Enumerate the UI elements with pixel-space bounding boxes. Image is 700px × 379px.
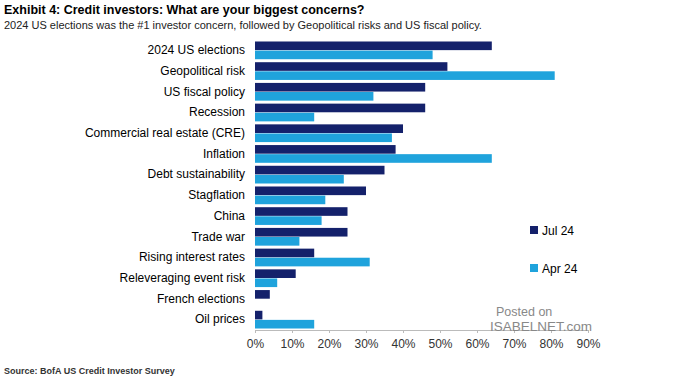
y-tick: Rising interest rates: [139, 250, 245, 264]
y-tick: 2024 US elections: [148, 43, 245, 57]
bar: [255, 216, 322, 225]
x-tick-mark: [255, 330, 256, 333]
y-tick-label: Inflation: [203, 147, 245, 161]
bar: [255, 51, 433, 60]
bar: [255, 166, 385, 175]
x-tick: 40%: [391, 330, 415, 351]
bar: [255, 228, 348, 237]
bar: [255, 249, 314, 258]
y-tick: Commercial real estate (CRE): [85, 126, 245, 140]
x-tick-mark: [403, 330, 404, 333]
bar: [255, 62, 447, 71]
bar: [255, 133, 392, 142]
bar: [255, 104, 425, 113]
legend-item: Apr 24: [530, 262, 578, 276]
series-bars: [255, 41, 492, 319]
legend-label: Jul 24: [542, 224, 574, 238]
legend: Jul 24 Apr 24: [530, 224, 578, 276]
y-tick: Releveraging event risk: [120, 271, 246, 285]
x-tick-mark: [292, 330, 293, 333]
legend-swatch: [530, 264, 538, 272]
y-tick: Debt sustainability: [148, 167, 245, 181]
x-tick-mark: [366, 330, 367, 333]
bar: [255, 311, 262, 320]
x-tick: 10%: [280, 330, 304, 351]
bar: [255, 113, 314, 122]
y-tick-label: Recession: [189, 105, 245, 119]
x-tick: 20%: [317, 330, 341, 351]
y-tick: Stagflation: [188, 188, 245, 202]
bar: [255, 278, 277, 287]
bar: [255, 41, 492, 50]
y-tick: US fiscal policy: [164, 85, 245, 99]
bar: [255, 145, 396, 154]
bar: [255, 83, 425, 92]
bar: [255, 196, 325, 205]
x-tick-label: 70%: [502, 337, 526, 351]
x-tick-label: 20%: [317, 337, 341, 351]
y-tick-label: Geopolitical risk: [160, 64, 246, 78]
bar: [255, 124, 403, 133]
y-tick: China: [214, 209, 246, 223]
chart: Exhibit 4: Credit investors: What are yo…: [0, 0, 700, 379]
x-tick-label: 60%: [465, 337, 489, 351]
x-tick-label: 30%: [354, 337, 378, 351]
y-tick-label: Releveraging event risk: [120, 271, 246, 285]
y-tick-label: China: [214, 209, 246, 223]
y-tick: Geopolitical risk: [160, 64, 246, 78]
y-tick: Recession: [189, 105, 245, 119]
x-tick-label: 80%: [539, 337, 563, 351]
x-tick-label: 40%: [391, 337, 415, 351]
y-tick: Oil prices: [195, 312, 245, 326]
y-tick-label: US fiscal policy: [164, 85, 245, 99]
bar: [255, 186, 366, 195]
x-tick: 30%: [354, 330, 378, 351]
y-tick-label: Debt sustainability: [148, 167, 245, 181]
bar: [255, 207, 348, 216]
bar: [255, 237, 299, 246]
x-tick-label: 50%: [428, 337, 452, 351]
x-tick-label: 10%: [280, 337, 304, 351]
annotation: Posted on: [496, 305, 552, 319]
y-tick-label: French elections: [157, 292, 245, 306]
bar: [255, 92, 373, 101]
bar: [255, 175, 344, 184]
y-tick-label: Trade war: [191, 230, 245, 244]
x-tick-label: 90%: [576, 337, 600, 351]
bar: [255, 258, 370, 267]
subtitle: 2024 US elections was the #1 investor co…: [4, 19, 482, 31]
bar: [255, 269, 296, 278]
bar: [255, 71, 555, 80]
source: Source: BofA US Credit Investor Survey: [4, 366, 175, 376]
x-tick: 50%: [428, 330, 452, 351]
y-tick-label: Commercial real estate (CRE): [85, 126, 245, 140]
bars: [255, 41, 555, 328]
x-tick: 0%: [247, 330, 265, 351]
x-tick-mark: [440, 330, 441, 333]
legend-swatch: [530, 226, 538, 234]
bar: [255, 320, 314, 329]
x-tick-mark: [329, 330, 330, 333]
legend-label: Apr 24: [542, 262, 578, 276]
y-tick: French elections: [157, 292, 245, 306]
y-tick: Trade war: [191, 230, 245, 244]
bar: [255, 154, 492, 163]
y-tick: Inflation: [203, 147, 245, 161]
y-tick-label: Stagflation: [188, 188, 245, 202]
y-tick-label: Oil prices: [195, 312, 245, 326]
annotation: ISABELNET.com: [490, 319, 592, 334]
x-tick: 60%: [465, 330, 489, 351]
y-tick-label: 2024 US elections: [148, 43, 245, 57]
series-bars: [255, 51, 555, 329]
x-tick-label: 0%: [247, 337, 265, 351]
y-tick-label: Rising interest rates: [139, 250, 245, 264]
y-axis: 2024 US elections Geopolitical risk US fis…: [85, 43, 246, 326]
x-tick-mark: [477, 330, 478, 333]
bar: [255, 290, 270, 299]
legend-item: Jul 24: [530, 224, 574, 238]
title: Exhibit 4: Credit investors: What are yo…: [4, 3, 365, 17]
